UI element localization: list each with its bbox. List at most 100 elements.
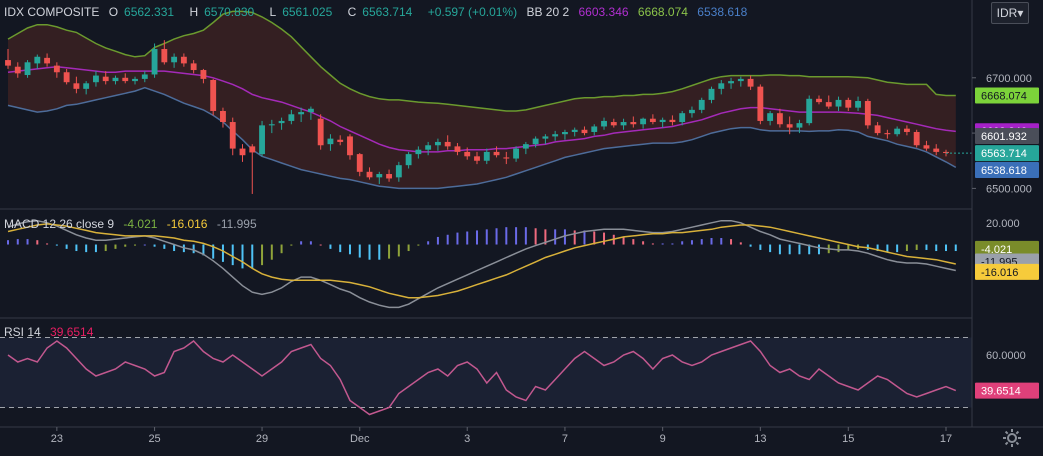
candle-body [386, 174, 392, 179]
macd-line [7, 219, 956, 309]
candle-body [180, 56, 187, 64]
candle-body [190, 63, 197, 71]
rsi-pane[interactable] [0, 337, 972, 416]
candle-body [796, 123, 803, 128]
macd-histogram-bar [642, 241, 645, 245]
candle-body [307, 108, 314, 113]
macd-histogram-bar [905, 244, 908, 252]
price-pane[interactable] [5, 10, 972, 194]
macd-histogram-bar [348, 244, 351, 255]
time-tick-label: 15 [842, 433, 854, 445]
macd-histogram-bar [808, 244, 811, 255]
macd-histogram-bar [114, 244, 117, 249]
bollinger-band-fill [8, 11, 956, 189]
macd-histogram-bar [739, 242, 742, 245]
macd-histogram-bar [485, 229, 488, 245]
low-value: 6561.025 [282, 5, 333, 19]
price-tag-last-bg [975, 128, 1039, 145]
candle-body [552, 134, 559, 137]
candle-body [767, 113, 774, 121]
candle-body [132, 78, 138, 82]
macd-histogram-bar [436, 236, 439, 245]
candle-body [513, 148, 520, 159]
macd-histogram-bar [749, 244, 752, 247]
settings-button[interactable] [1002, 428, 1022, 448]
candle-body [151, 49, 158, 75]
price-tag-close: 6563.714 [981, 148, 1027, 160]
candle-body [698, 99, 705, 110]
candle-body [200, 70, 207, 79]
candle-body [268, 124, 275, 126]
macd-histogram-bar [622, 236, 625, 245]
macd-histogram-bar [124, 244, 127, 247]
macd-histogram-bar [954, 244, 957, 252]
candle-body [44, 57, 51, 64]
macd-histogram-bar [534, 228, 537, 245]
candle-body [894, 128, 901, 135]
rsi-label[interactable]: RSI 14 [4, 325, 41, 339]
candle-body [610, 122, 617, 126]
candle-body [317, 118, 324, 146]
currency-selector[interactable]: IDR▾ [991, 2, 1029, 24]
candle-body [581, 129, 588, 134]
candle-body [493, 151, 500, 156]
macd-histogram-bar [788, 244, 791, 255]
candle-body [425, 145, 432, 150]
candle-body [806, 98, 813, 124]
close-value: 6563.714 [362, 5, 413, 19]
macd-histogram-bar [221, 244, 224, 262]
candle-body [522, 144, 529, 149]
macd-histogram-bar [7, 240, 9, 245]
candle-body [483, 151, 490, 161]
currency-label: IDR [996, 6, 1018, 20]
time-tick-label: 25 [148, 433, 160, 445]
chevron-down-icon: ▾ [1017, 6, 1024, 20]
candle-body [874, 125, 881, 134]
bb-label[interactable]: BB 20 2 [526, 5, 570, 19]
macd-pane[interactable] [7, 219, 957, 309]
macd-tag-signal: -16.016 [981, 267, 1018, 279]
gear-icon [1003, 429, 1021, 447]
macd-histogram-bar [143, 244, 146, 246]
candle-body [503, 157, 510, 159]
candle-body [210, 79, 217, 111]
macd-histogram-bar [329, 244, 332, 249]
macd-histogram-bar [945, 244, 947, 252]
price-tag-bb_upper-bg [975, 87, 1039, 104]
macd-histogram-bar [632, 239, 635, 245]
candle-body [640, 118, 647, 125]
candle-body [395, 165, 402, 178]
candle-body [53, 65, 60, 73]
macd-histogram-bar [417, 244, 420, 246]
macd-histogram-bar [651, 243, 654, 245]
macd-histogram-bar [456, 232, 459, 245]
macd-histogram-bar [515, 227, 518, 245]
macd-histogram-bar [661, 243, 664, 245]
candle-body [786, 124, 793, 128]
candle-body [34, 56, 41, 64]
macd-histogram-bar [759, 244, 762, 250]
price-axes: 6700.0006600.0006500.00020.00060.0000666… [0, 0, 1043, 445]
price-tag-bb_lower: 6538.618 [981, 165, 1027, 177]
macd-histogram-bar [563, 229, 566, 245]
time-tick-label: 7 [562, 433, 568, 445]
bb-lower-value: 6538.618 [697, 5, 748, 19]
macd-value: -4.021 [123, 217, 158, 231]
macd-histogram-bar [847, 244, 850, 250]
macd-histogram-bar [593, 231, 596, 245]
macd-label[interactable]: MACD 12 26 close 9 [4, 217, 115, 231]
open-value: 6562.331 [124, 5, 175, 19]
candle-body [171, 56, 178, 63]
candle-body [474, 156, 480, 161]
macd-histogram-bar [319, 244, 322, 246]
macd-histogram-bar [466, 231, 469, 245]
macd-histogram-bar [554, 229, 557, 245]
candle-body [93, 75, 99, 83]
candle-body [63, 72, 70, 83]
symbol-name[interactable]: IDX COMPOSITE [4, 5, 100, 19]
macd-histogram-bar [339, 244, 342, 253]
candle-body [347, 136, 353, 156]
macd-histogram-bar [202, 244, 205, 256]
candle-body [454, 146, 461, 152]
macd-histogram-bar [16, 239, 19, 245]
